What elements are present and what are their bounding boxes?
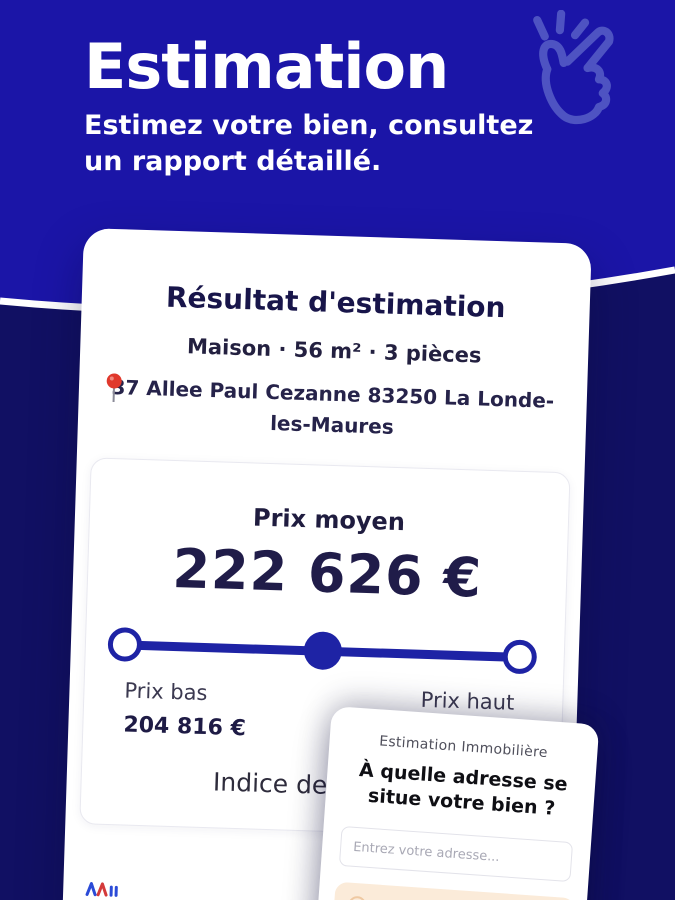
map-pin-icon (106, 373, 122, 403)
page-title: Estimation (84, 30, 449, 103)
brand-logo (85, 882, 118, 897)
average-price-value: 222 626 € (171, 536, 483, 610)
slider-handle-low[interactable] (107, 626, 143, 663)
range-labels: Prix bas Prix haut (84, 677, 563, 716)
result-card: Résultat d'estimation Maison · 56 m² · 3… (62, 228, 592, 900)
price-range-slider (85, 621, 564, 680)
snap-fingers-icon (533, 10, 614, 125)
slider-handle-average[interactable] (303, 631, 343, 671)
address-option[interactable]: Pas (329, 882, 576, 900)
address-question: À quelle adresse se situe votre bien ? (358, 759, 569, 820)
address-entry-card: Estimation Immobilière À quelle adresse … (311, 706, 600, 900)
average-price-label: Prix moyen (252, 503, 406, 537)
property-address: 37 Allee Paul Cezanne 83250 La Londe-les… (111, 374, 555, 439)
high-price-label: Prix haut (420, 687, 515, 715)
address-input[interactable] (338, 826, 574, 883)
page-subtitle: Estimez votre bien, consultez un rapport… (84, 108, 533, 179)
low-price-label: Prix bas (124, 678, 208, 706)
radio-circle-icon (347, 896, 367, 900)
page-subtitle-line2: un rapport détaillé. (84, 145, 382, 177)
address-row: 37 Allee Paul Cezanne 83250 La Londe-les… (106, 372, 558, 448)
result-card-title: Résultat d'estimation (165, 280, 507, 325)
slider-handle-high[interactable] (502, 639, 538, 675)
property-summary: Maison · 56 m² · 3 pièces (186, 334, 482, 368)
page-subtitle-line1: Estimez votre bien, consultez (84, 110, 534, 141)
